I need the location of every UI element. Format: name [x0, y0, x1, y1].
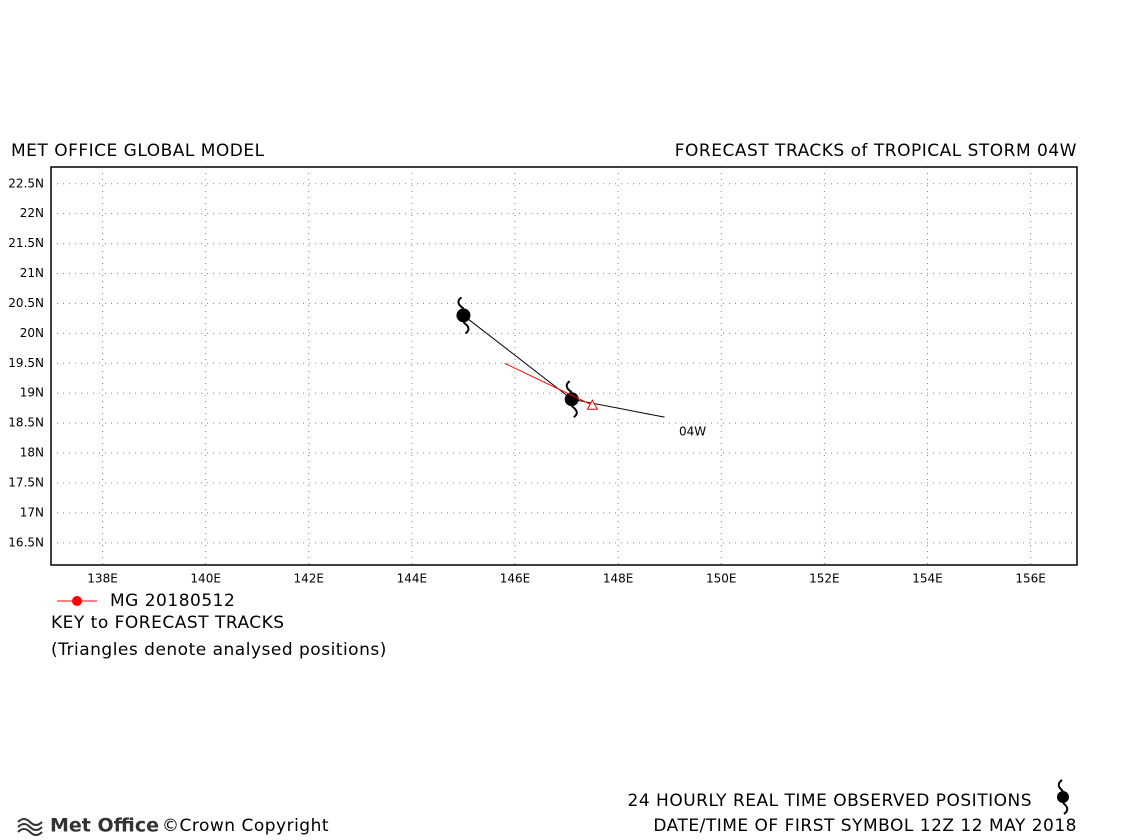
y-tick-label: 21N	[20, 266, 44, 280]
x-tick-label: 152E	[809, 572, 840, 586]
storm-arm	[457, 296, 470, 335]
y-tick-label: 17N	[20, 505, 44, 519]
y-tick-label: 19.5N	[8, 356, 44, 370]
y-tick-label: 18.5N	[8, 416, 44, 430]
y-tick-label: 16.5N	[8, 535, 44, 549]
y-tick-label: 20.5N	[8, 296, 44, 310]
y-tick-label: 20N	[20, 326, 44, 340]
footer-line: DATE/TIME OF FIRST SYMBOL 12Z 12 MAY 201…	[653, 816, 1077, 836]
copyright: ©Crown Copyright	[162, 816, 329, 836]
track-line	[504, 362, 593, 406]
legend-label: MG 20180512	[110, 591, 235, 611]
storm-center	[456, 308, 471, 323]
y-tick-label: 22N	[20, 206, 44, 220]
y-tick-label: 17.5N	[8, 476, 44, 490]
footer-storm-symbol	[1057, 779, 1069, 815]
x-tick-label: 156E	[1015, 572, 1046, 586]
key-title: KEY to FORECAST TRACKS	[51, 613, 285, 633]
x-tick-label: 154E	[912, 572, 943, 586]
y-tick-label: 22.5N	[8, 176, 44, 190]
track-label: 04W	[679, 425, 706, 439]
analysed-triangle	[586, 399, 599, 410]
legend-dot	[72, 596, 82, 606]
y-tick-label: 18N	[20, 446, 44, 460]
x-tick-label: 146E	[500, 572, 531, 586]
chart-title: MET OFFICE GLOBAL MODEL	[11, 141, 265, 161]
key-note: (Triangles denote analysed positions)	[51, 640, 387, 660]
footer-line: 24 HOURLY REAL TIME OBSERVED POSITIONS	[628, 791, 1032, 811]
storm-arm	[565, 380, 578, 419]
plot-frame	[50, 166, 1078, 566]
logo-icon	[17, 818, 43, 836]
x-tick-label: 140E	[190, 572, 221, 586]
storm-center	[564, 392, 579, 407]
x-tick-label: 142E	[294, 572, 325, 586]
storm-symbol	[456, 296, 471, 335]
x-tick-label: 148E	[603, 572, 634, 586]
storm-symbol	[564, 380, 579, 419]
chart-subtitle: FORECAST TRACKS of TROPICAL STORM 04W	[675, 141, 1077, 161]
x-tick-label: 144E	[397, 572, 428, 586]
y-tick-label: 21.5N	[8, 236, 44, 250]
x-tick-label: 150E	[706, 572, 737, 586]
logo-text: Met Office	[50, 815, 159, 837]
y-tick-label: 19N	[20, 386, 44, 400]
x-tick-label: 138E	[87, 572, 118, 586]
